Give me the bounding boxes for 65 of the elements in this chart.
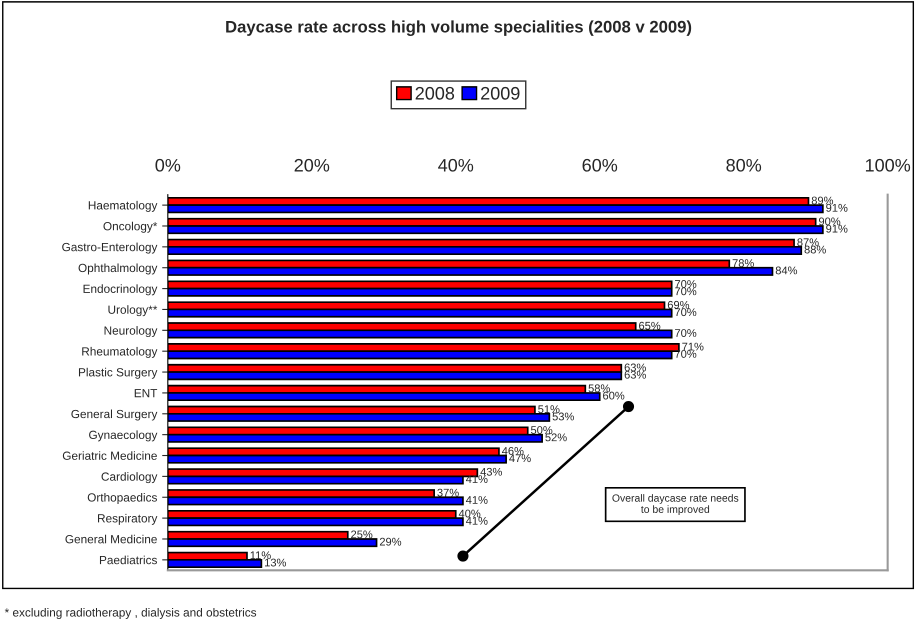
y-tick-label: Geriatric Medicine: [62, 451, 157, 460]
data-label: 69%: [668, 300, 690, 309]
y-tick-label: Plastic Surgery: [78, 368, 158, 379]
data-label: 78%: [732, 259, 754, 268]
data-label: 91%: [826, 224, 848, 233]
data-label: 60%: [603, 392, 624, 400]
data-label: 13%: [265, 558, 286, 566]
chart-title: Daycase rate across high volume specialities (2008 v 2009): [226, 20, 692, 36]
data-label: 70%: [675, 287, 696, 296]
data-label: 11%: [250, 551, 271, 560]
y-tick-label: Neurology: [104, 326, 158, 338]
data-label: 37%: [437, 488, 459, 497]
data-label: 51%: [538, 405, 560, 414]
y-tick-label: Paediatrics: [100, 556, 157, 564]
y-tick-label: Orthopaedics: [88, 492, 157, 504]
data-label: 41%: [466, 475, 488, 483]
data-label: 87%: [797, 238, 819, 246]
y-tick-label: Cardiology: [102, 472, 158, 484]
data-label: 40%: [458, 510, 480, 518]
y-tick-label: Oncology*: [103, 222, 158, 233]
data-label: 65%: [639, 322, 660, 330]
x-tick-label: 100%: [866, 158, 910, 172]
data-label: 58%: [588, 384, 610, 392]
legend-label: 2008: [416, 86, 454, 100]
x-tick-label: 80%: [726, 158, 762, 172]
data-label: 25%: [351, 530, 372, 538]
y-tick-label: Rheumatology: [82, 346, 158, 358]
data-label: 47%: [509, 454, 531, 462]
x-tick-label: 0%: [155, 158, 180, 172]
data-label: 71%: [682, 342, 704, 350]
data-label: 91%: [826, 204, 848, 212]
x-tick-label: 60%: [582, 158, 618, 172]
data-label: 70%: [675, 350, 696, 358]
data-label: 46%: [502, 446, 524, 455]
annotation: Overall daycase rate needs to be improved: [612, 494, 738, 516]
legend-label: 2009: [481, 86, 520, 100]
data-label: 52%: [545, 433, 567, 442]
data-label: 41%: [466, 516, 488, 525]
data-label: 63%: [624, 364, 646, 372]
data-label: 63%: [624, 370, 646, 379]
y-tick-label: General Medicine: [65, 534, 157, 544]
data-label: 43%: [480, 468, 502, 476]
data-label: 90%: [818, 217, 840, 226]
y-tick-label: Ophthalmology: [78, 263, 158, 274]
y-tick-label: Respiratory: [98, 514, 158, 525]
data-label: 84%: [776, 266, 798, 274]
data-label: 89%: [812, 196, 834, 204]
y-tick-label: Haematology: [88, 200, 158, 212]
text: * excluding radiotherapy , dialysis and obstetrics: [4, 608, 256, 619]
data-label: 70%: [675, 329, 696, 337]
y-tick-label: ENT: [134, 389, 158, 398]
data-label: 53%: [552, 412, 574, 420]
data-label: 88%: [804, 246, 826, 254]
y-tick-label: Urology**: [108, 305, 158, 316]
data-label: 70%: [675, 280, 696, 288]
data-label: 41%: [466, 496, 488, 504]
x-tick-label: 20%: [294, 158, 330, 172]
y-tick-label: Gastro-Enterology: [62, 242, 158, 254]
data-label: 50%: [530, 426, 552, 434]
data-label: 70%: [675, 308, 696, 316]
data-label: 29%: [380, 538, 402, 546]
x-tick-label: 40%: [438, 158, 474, 172]
y-tick-label: Endocrinology: [84, 284, 158, 296]
y-tick-label: General Surgery: [71, 410, 158, 421]
y-tick-label: Gynaecology: [89, 430, 158, 442]
